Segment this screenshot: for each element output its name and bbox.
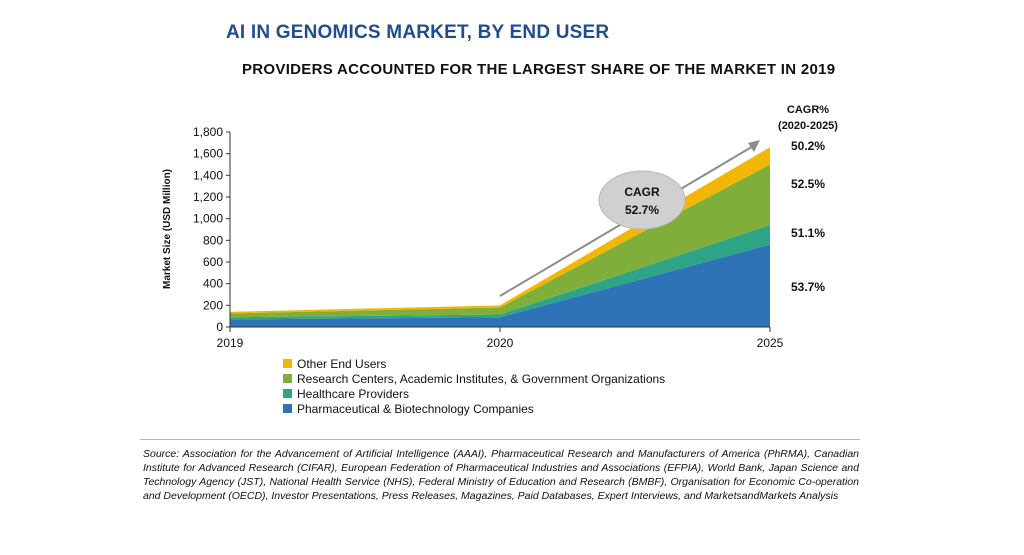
y-tick-label: 0 (216, 320, 223, 334)
y-tick-label: 1,200 (193, 190, 223, 204)
legend-swatch (283, 389, 292, 398)
chart-title: AI IN GENOMICS MARKET, BY END USER (226, 22, 610, 43)
area-series-0 (230, 244, 770, 327)
legend-swatch (283, 359, 292, 368)
x-tick-label: 2020 (487, 336, 514, 350)
y-tick-label: 400 (203, 277, 223, 291)
cagr-value-series-3: 50.2% (791, 139, 825, 153)
legend-label: Research Centers, Academic Institutes, &… (297, 371, 666, 386)
cagr-bubble-label: CAGR (624, 185, 660, 199)
y-tick-label: 600 (203, 255, 223, 269)
legend-item: Pharmaceutical & Biotechnology Companies (283, 401, 665, 416)
area-chart: CAGR 52.7% 0 200 400 600 800 1,000 1,200 1,400 1,6… (162, 104, 838, 350)
y-tick-label: 200 (203, 298, 223, 312)
cagr-bubble-value: 52.7% (625, 203, 659, 217)
area-series-1 (230, 225, 770, 320)
cagr-value-series-0: 53.7% (791, 280, 825, 294)
chart-subtitle: PROVIDERS ACCOUNTED FOR THE LARGEST SHAR… (242, 61, 836, 78)
x-tick-label: 2019 (217, 336, 244, 350)
x-tick-label: 2025 (757, 336, 784, 350)
y-tick-label: 800 (203, 233, 223, 247)
legend-item: Healthcare Providers (283, 386, 665, 401)
legend-item: Research Centers, Academic Institutes, &… (283, 371, 665, 386)
y-axis-label: Market Size (USD Million) (162, 169, 173, 289)
cagr-period: (2020-2025) (778, 120, 838, 132)
source-divider (140, 439, 860, 440)
legend-item: Other End Users (283, 356, 665, 371)
y-tick-label: 1,600 (193, 147, 223, 161)
area-series-2 (230, 164, 770, 318)
cagr-bubble (598, 170, 686, 230)
y-tick-label: 1,000 (193, 212, 223, 226)
legend-swatch (283, 374, 292, 383)
legend-label: Pharmaceutical & Biotechnology Companies (297, 401, 534, 416)
legend-swatch (283, 404, 292, 413)
y-tick-label: 1,400 (193, 168, 223, 182)
cagr-value-series-1: 51.1% (791, 226, 825, 240)
cagr-header: CAGR% (787, 104, 829, 116)
legend-label: Healthcare Providers (297, 386, 410, 401)
trend-arrow-head (748, 140, 760, 152)
cagr-value-series-2: 52.5% (791, 177, 825, 191)
legend-label: Other End Users (297, 356, 387, 371)
y-tick-label: 1,800 (193, 125, 223, 139)
chart-legend: Other End Users Research Centers, Academi… (283, 356, 665, 416)
source-note: Source: Association for the Advancement … (143, 448, 859, 502)
